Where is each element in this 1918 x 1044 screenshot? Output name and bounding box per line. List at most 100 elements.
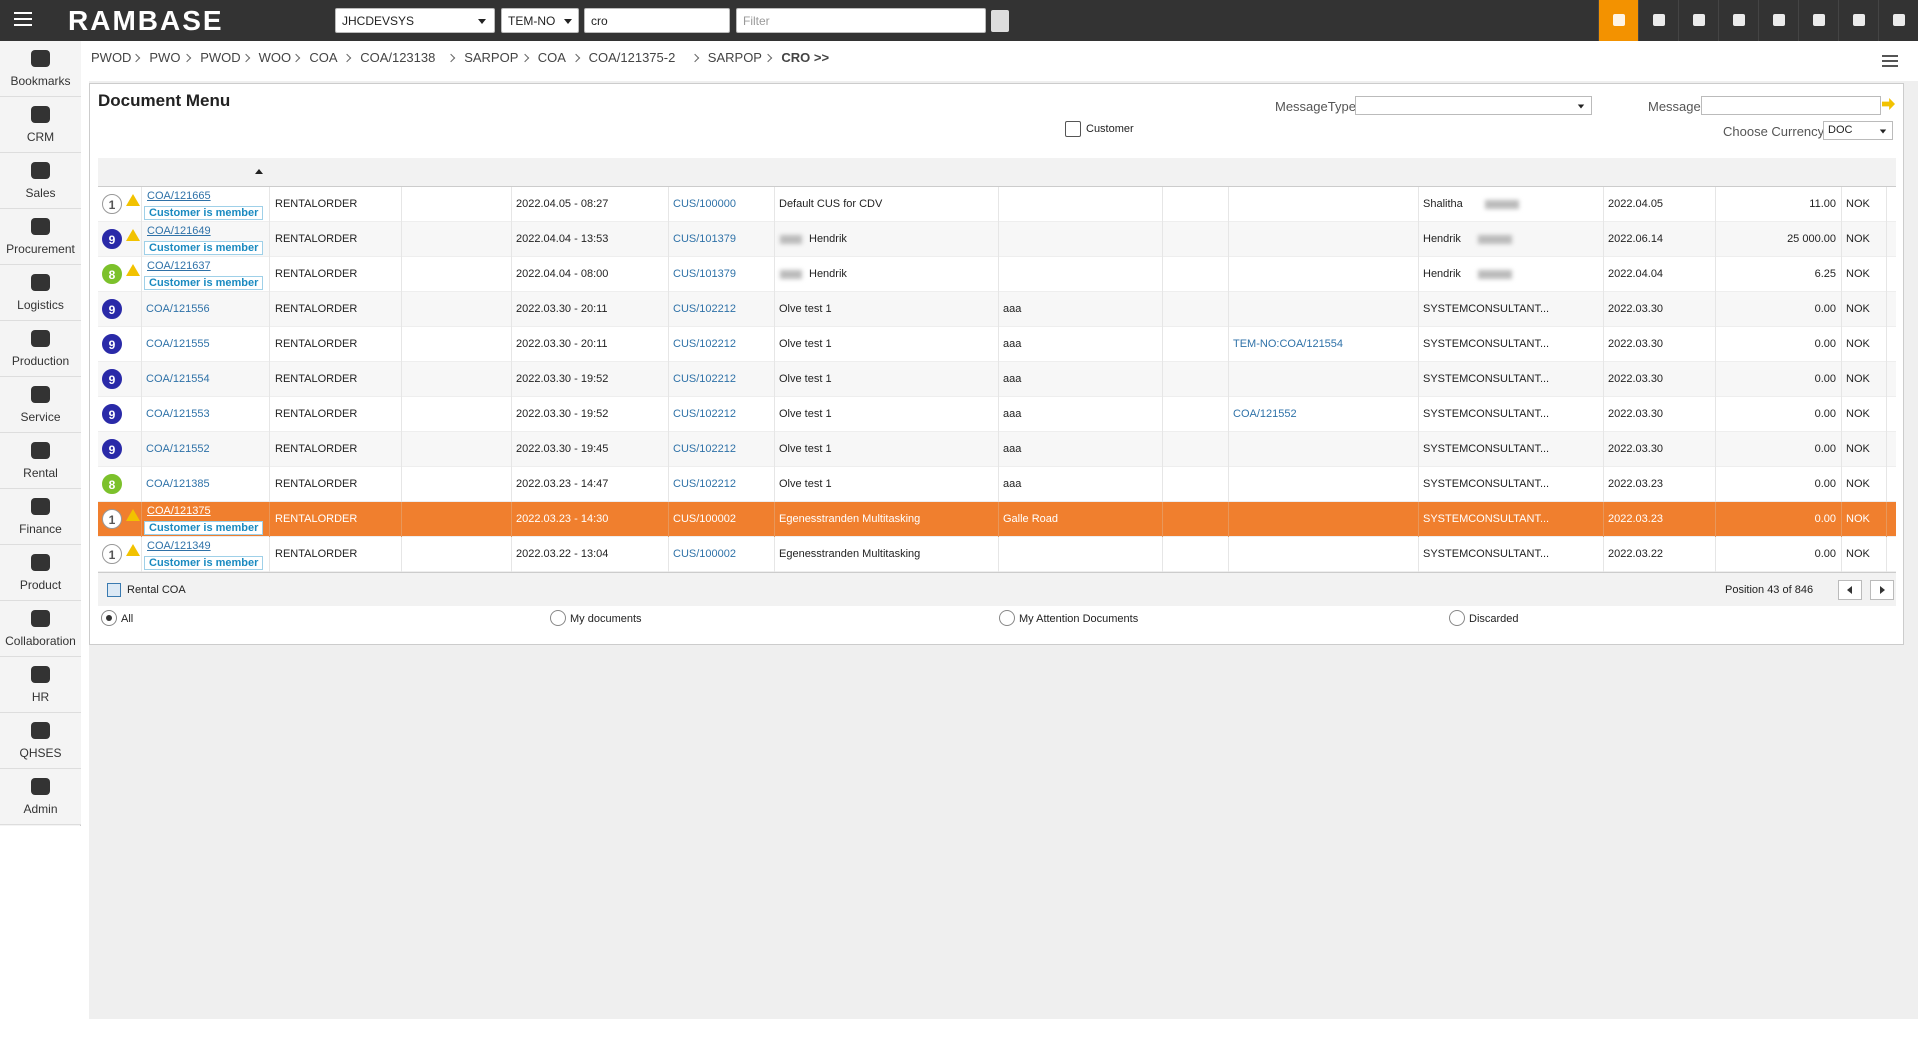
filter-label[interactable]: My documents: [570, 613, 642, 625]
table-row[interactable]: 9 COA/121552 RENTALORDER 2022.03.30 - 19:45…: [98, 432, 1896, 467]
table-row[interactable]: 9 COA/121649 Customer is member RENTALORDER…: [98, 222, 1896, 257]
table-row[interactable]: 9 COA/121554 RENTALORDER 2022.03.30 - 19:52…: [98, 362, 1896, 397]
docid-cell[interactable]: COA/121553: [146, 408, 210, 420]
column-divider: [1841, 187, 1842, 222]
docid-link[interactable]: COA/121375: [147, 505, 211, 517]
filter-input[interactable]: Filter: [736, 8, 986, 33]
breadcrumb-item[interactable]: PWOD: [91, 50, 132, 65]
docid-link[interactable]: COA/121649: [147, 225, 211, 237]
customer-button[interactable]: Customer: [1086, 123, 1134, 135]
breadcrumb-item[interactable]: SARPOP: [464, 50, 519, 65]
sum-cell: 0.00: [1814, 373, 1836, 385]
account-cell[interactable]: CUS/102212: [673, 373, 736, 385]
nav-item[interactable]: Bookmarks: [0, 41, 81, 97]
breadcrumb-item[interactable]: COA/123138: [360, 50, 436, 65]
filter-radio[interactable]: [999, 610, 1015, 626]
filter-radio[interactable]: [101, 610, 117, 626]
panel-menu[interactable]: [1882, 55, 1898, 57]
table-row[interactable]: 9 COA/121555 RENTALORDER 2022.03.30 - 20:11…: [98, 327, 1896, 362]
account-cell[interactable]: CUS/102212: [673, 478, 736, 490]
column-divider: [668, 292, 669, 327]
account-cell[interactable]: CUS/102212: [673, 408, 736, 420]
ourno-cell[interactable]: COA/121552: [1233, 408, 1297, 420]
account-cell[interactable]: CUS/100002: [673, 513, 736, 525]
table-row[interactable]: 8 COA/121637 Customer is member RENTALORDER…: [98, 257, 1896, 292]
toolbar-icon[interactable]: [1878, 0, 1918, 41]
table-row[interactable]: 1 COA/121349 Customer is member RENTALORDER…: [98, 537, 1896, 572]
toolbar-icon[interactable]: [1838, 0, 1878, 41]
prev-button[interactable]: [1838, 580, 1862, 600]
status-badge: 1: [102, 509, 122, 529]
breadcrumb-item[interactable]: WOO: [258, 50, 292, 65]
cur-cell: NOK: [1846, 513, 1870, 525]
table-row[interactable]: 8 COA/121385 RENTALORDER 2022.03.23 - 14:47…: [98, 467, 1896, 502]
breadcrumb-item[interactable]: PWO: [149, 50, 181, 65]
nav-item[interactable]: Admin: [0, 769, 81, 825]
region-select[interactable]: TEM-NO: [501, 8, 579, 33]
account-cell[interactable]: CUS/101379: [673, 233, 736, 245]
breadcrumb-item[interactable]: COA: [537, 50, 566, 65]
toolbar-icon[interactable]: [1758, 0, 1798, 41]
column-divider: [998, 467, 999, 502]
company-select[interactable]: JHCDEVSYS: [335, 8, 495, 33]
filter-label[interactable]: My Attention Documents: [1019, 613, 1139, 625]
filter-label[interactable]: Discarded: [1469, 613, 1519, 625]
toolbar-icon[interactable]: [1798, 0, 1838, 41]
breadcrumb-item[interactable]: COA: [309, 50, 338, 65]
account-cell[interactable]: CUS/100000: [673, 198, 736, 210]
next-button[interactable]: [1870, 580, 1894, 600]
collapse-button[interactable]: [991, 10, 1009, 32]
nav-item[interactable]: Procurement: [0, 209, 81, 265]
toolbar-icon[interactable]: [1638, 0, 1678, 41]
breadcrumb-item[interactable]: CRO >>: [781, 50, 830, 65]
nav-item[interactable]: CRM: [0, 97, 81, 153]
menu-button[interactable]: [14, 12, 32, 14]
logo[interactable]: RAMBASE: [68, 5, 224, 36]
nav-item[interactable]: Rental: [0, 433, 81, 489]
breadcrumb-item[interactable]: PWOD: [200, 50, 241, 65]
message-type-select[interactable]: [1355, 96, 1592, 115]
account-cell[interactable]: CUS/100002: [673, 548, 736, 560]
table-row[interactable]: 9 COA/121553 RENTALORDER 2022.03.30 - 19:52…: [98, 397, 1896, 432]
column-divider: [401, 362, 402, 397]
nav-item[interactable]: Production: [0, 321, 81, 377]
account-cell[interactable]: CUS/102212: [673, 303, 736, 315]
nav-item[interactable]: QHSES: [0, 713, 81, 769]
filter-radio[interactable]: [1449, 610, 1465, 626]
account-cell[interactable]: CUS/101379: [673, 268, 736, 280]
created-cell: 2022.04.04 - 08:00: [516, 268, 609, 280]
nav-item[interactable]: Collaboration: [0, 601, 81, 657]
filter-label[interactable]: All: [121, 613, 134, 625]
search-input[interactable]: cro: [584, 8, 730, 33]
toolbar-icon[interactable]: [1718, 0, 1758, 41]
docid-link[interactable]: COA/121665: [147, 190, 211, 202]
column-divider: [998, 537, 999, 572]
currency-select[interactable]: DOC: [1823, 121, 1893, 140]
nav-item[interactable]: Service: [0, 377, 81, 433]
docid-cell[interactable]: COA/121554: [146, 373, 210, 385]
account-cell[interactable]: CUS/102212: [673, 338, 736, 350]
nav-item[interactable]: Logistics: [0, 265, 81, 321]
nav-item[interactable]: Product: [0, 545, 81, 601]
breadcrumb-item[interactable]: COA/121375-2: [588, 50, 676, 65]
nav-item[interactable]: Finance: [0, 489, 81, 545]
docid-cell[interactable]: COA/121552: [146, 443, 210, 455]
table-row[interactable]: 1 COA/121665 Customer is member RENTALORDER…: [98, 187, 1896, 222]
docid-cell[interactable]: COA/121555: [146, 338, 210, 350]
docid-cell[interactable]: COA/121556: [146, 303, 210, 315]
toolbar-icon[interactable]: [1598, 0, 1638, 41]
nav-item[interactable]: Sales: [0, 153, 81, 209]
ourno-cell[interactable]: TEM-NO:COA/121554: [1233, 338, 1344, 350]
breadcrumb-item[interactable]: SARPOP: [707, 50, 762, 65]
message-input[interactable]: [1701, 96, 1881, 115]
nav-item[interactable]: HR: [0, 657, 81, 713]
table-header: StDocidDoctypeTypeCreatedAccountNameShip…: [98, 158, 1896, 345]
docid-cell[interactable]: COA/121385: [146, 478, 210, 490]
table-row[interactable]: 1 COA/121375 Customer is member RENTALORDER…: [98, 502, 1896, 537]
account-cell[interactable]: CUS/102212: [673, 443, 736, 455]
docid-link[interactable]: COA/121349: [147, 540, 211, 552]
table-row[interactable]: 9 COA/121556 RENTALORDER 2022.03.30 - 20:11…: [98, 292, 1896, 327]
filter-radio[interactable]: [550, 610, 566, 626]
docid-link[interactable]: COA/121637: [147, 260, 211, 272]
toolbar-icon[interactable]: [1678, 0, 1718, 41]
